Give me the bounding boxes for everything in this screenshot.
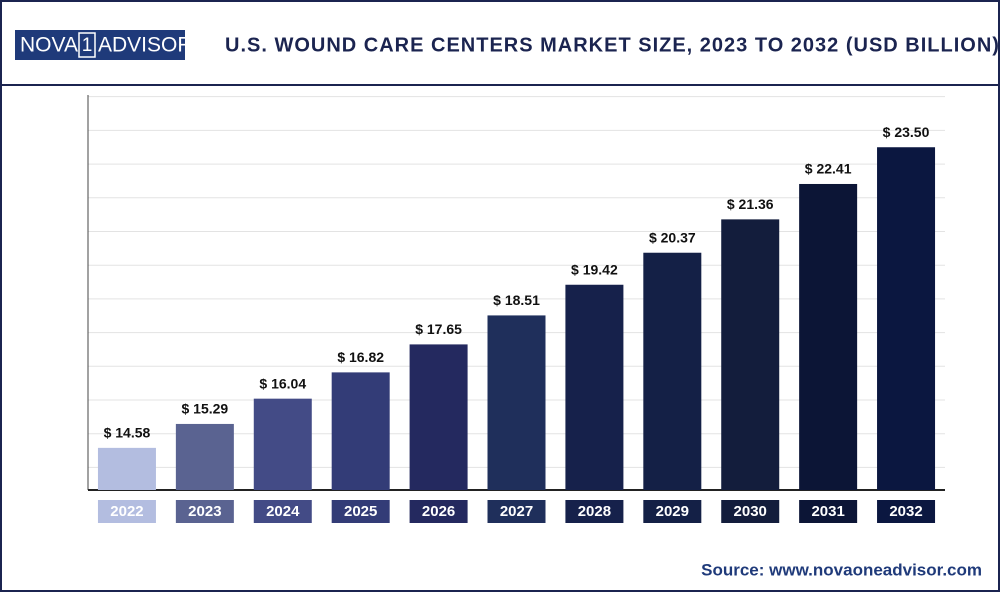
value-label: $ 17.65 [415, 321, 462, 337]
bar [175, 423, 234, 490]
category-box [253, 500, 312, 523]
bar [799, 183, 858, 490]
value-label: $ 16.04 [259, 375, 306, 391]
logo-text: NOVA [20, 34, 78, 57]
value-label: $ 19.42 [571, 261, 618, 277]
x-tick-label: 2022 [110, 503, 143, 520]
x-tick-label: 2024 [266, 503, 300, 520]
category-box [721, 500, 780, 523]
value-label: $ 14.58 [104, 425, 151, 441]
bar [253, 398, 312, 490]
x-tick-label: 2027 [500, 503, 533, 520]
bar [721, 219, 780, 491]
bar [409, 344, 468, 490]
x-tick-label: 2031 [811, 503, 844, 520]
value-label: $ 21.36 [727, 196, 774, 212]
value-label: $ 23.50 [883, 124, 930, 140]
value-label: $ 20.37 [649, 229, 696, 245]
x-tick-label: 2023 [188, 503, 221, 520]
category-box [409, 500, 468, 523]
x-tick-label: 2032 [889, 503, 922, 520]
category-box [643, 500, 702, 523]
logo-box [15, 30, 185, 60]
category-box [565, 500, 624, 523]
bar [877, 147, 936, 491]
x-tick-label: 2026 [422, 503, 455, 520]
category-box [487, 500, 546, 523]
logo-text: 1 [82, 35, 93, 56]
value-label: $ 15.29 [182, 401, 229, 417]
bar [565, 284, 624, 490]
category-box [97, 500, 156, 523]
x-tick-label: 2030 [734, 503, 767, 520]
bar [331, 372, 390, 490]
logo-text: ADVISOR [98, 34, 193, 57]
category-box [799, 500, 858, 523]
x-tick-label: 2025 [344, 503, 377, 520]
bar [643, 252, 702, 490]
category-box [175, 500, 234, 523]
bar [487, 315, 546, 490]
category-box [877, 500, 936, 523]
value-label: $ 16.82 [337, 349, 384, 365]
x-tick-label: 2028 [578, 503, 611, 520]
bar [97, 447, 156, 490]
chart-title: U.S. WOUND CARE CENTERS MARKET SIZE, 202… [225, 34, 1000, 56]
logo-mark [78, 32, 96, 58]
source: Source: www.novaoneadvisor.com [701, 560, 982, 579]
value-label: $ 22.41 [805, 161, 852, 177]
x-tick-label: 2029 [656, 503, 689, 520]
value-label: $ 18.51 [493, 292, 540, 308]
category-box [331, 500, 390, 523]
